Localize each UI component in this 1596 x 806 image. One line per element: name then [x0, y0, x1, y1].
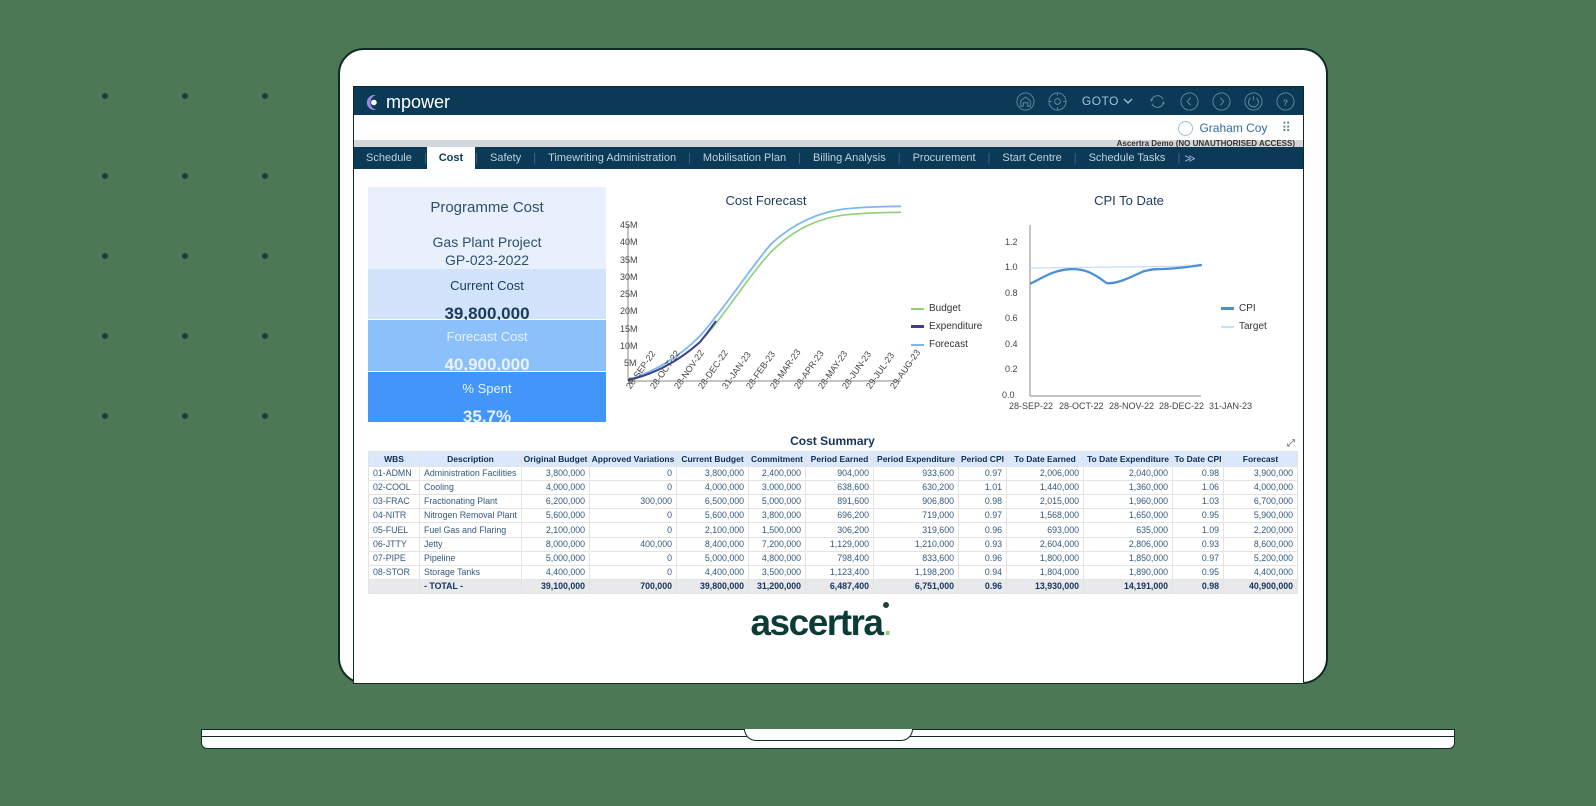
svg-text:?: ? [1283, 97, 1288, 107]
